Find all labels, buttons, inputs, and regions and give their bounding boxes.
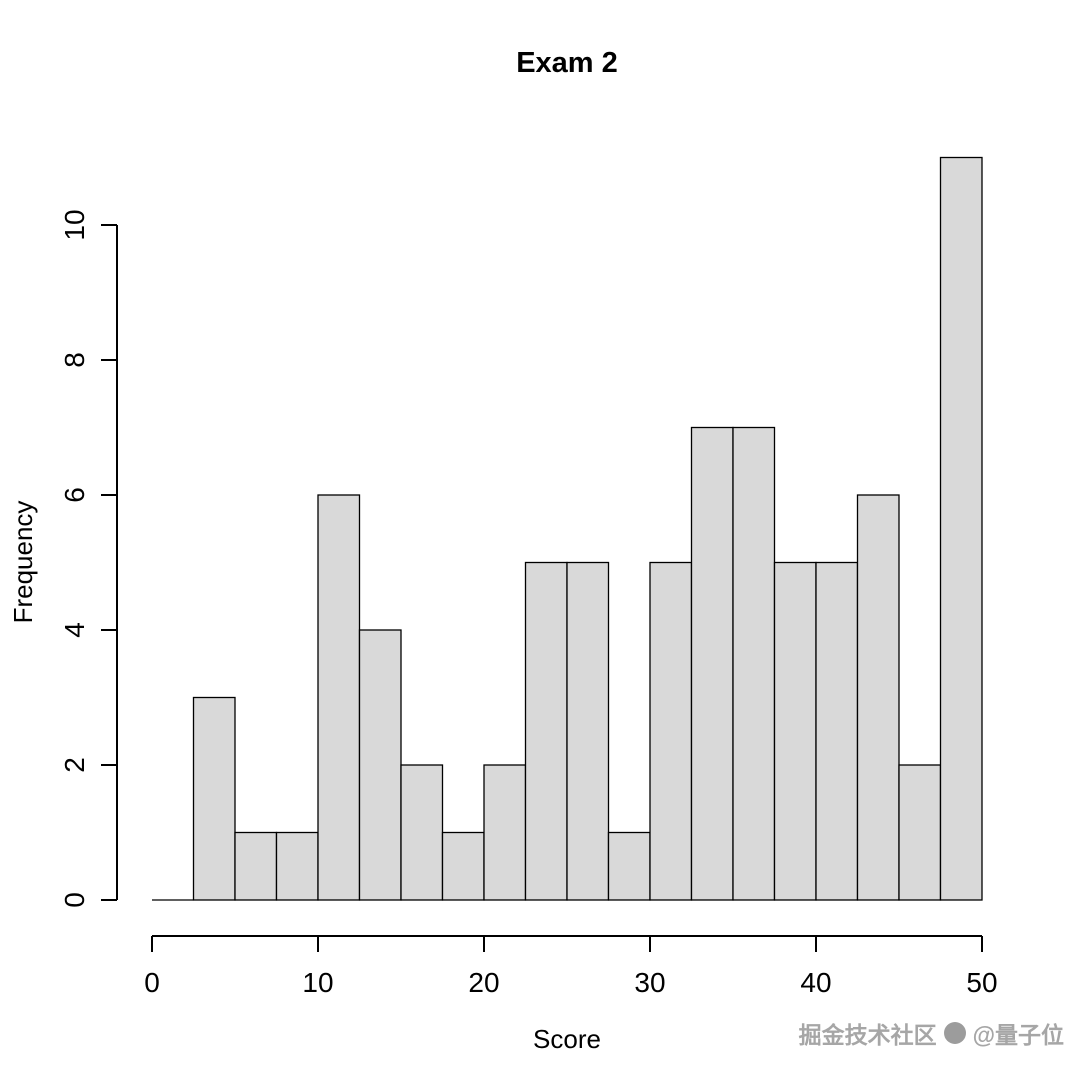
x-tick-label: 30: [634, 967, 665, 998]
y-tick-label: 6: [59, 487, 90, 503]
histogram-bar: [773, 561, 817, 901]
histogram-bar: [898, 764, 942, 901]
watermark-text-community: 掘金技术社区: [798, 1022, 937, 1048]
y-tick-label: 8: [59, 352, 90, 368]
y-tick-label: 10: [59, 209, 90, 240]
histogram-bar: [400, 764, 444, 901]
histogram-bars: [152, 156, 983, 901]
histogram-bar: [607, 831, 651, 901]
watermark: 掘金技术社区 @量子位: [799, 1016, 1064, 1050]
chart-title: Exam 2: [516, 47, 618, 79]
x-tick-label: 10: [302, 967, 333, 998]
x-tick-label: 50: [966, 967, 997, 998]
histogram-bar: [358, 629, 402, 901]
histogram-bar: [275, 831, 319, 901]
x-tick-label: 20: [468, 967, 499, 998]
y-tick-label: 0: [59, 892, 90, 908]
x-tick-label: 0: [144, 967, 160, 998]
histogram-bar: [317, 494, 361, 901]
histogram-bar: [234, 831, 278, 901]
histogram-bar: [192, 696, 236, 901]
histogram-bar: [483, 764, 527, 901]
x-tick-label: 40: [800, 967, 831, 998]
histogram-bar: [939, 156, 983, 901]
y-tick-label: 2: [59, 757, 90, 773]
histogram-bar: [690, 426, 734, 901]
histogram-bar: [566, 561, 610, 901]
axes: 0 10 20 30 40 50 0 2 4 6 8 10: [59, 209, 998, 998]
watermark-text-handle: @量子位: [972, 1022, 1064, 1048]
watermark-logo-icon: [943, 1022, 966, 1044]
y-tick-label: 4: [59, 622, 90, 638]
histogram-bar: [524, 561, 568, 901]
histogram-bar: [649, 561, 693, 901]
histogram-bar: [815, 561, 859, 901]
histogram-bar: [856, 494, 900, 901]
x-axis-label: Score: [533, 1024, 601, 1054]
y-axis-label: Frequency: [8, 501, 38, 624]
histogram-bar: [441, 831, 485, 901]
histogram-bar: [732, 426, 776, 901]
